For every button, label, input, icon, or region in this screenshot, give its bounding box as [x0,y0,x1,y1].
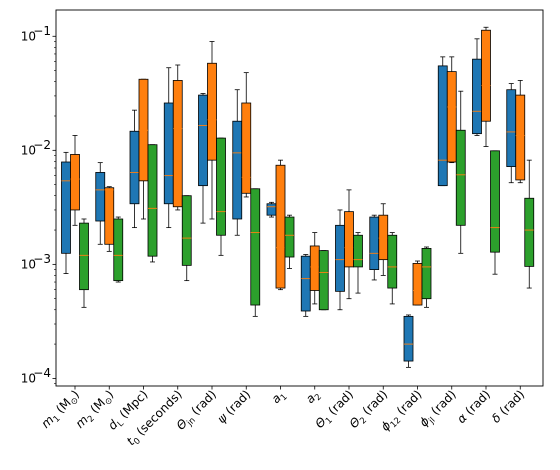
box-body [113,218,124,282]
y-tick-exponent: −2 [33,138,51,152]
y-tick-exponent: −3 [33,252,51,266]
box-body [318,250,329,311]
box-2-cat-5 [207,41,217,220]
box-3-cat-11 [421,246,432,308]
box-body [79,222,89,291]
box-body [446,71,457,163]
box-body [524,197,535,267]
box-3-cat-8 [318,250,329,311]
box-body [421,248,432,300]
box-body [232,120,243,220]
box-body [412,262,423,306]
box-body [147,144,158,257]
box-body [163,102,174,205]
box-2-cat-4 [172,64,183,211]
box-2-cat-12 [446,56,457,164]
box-body [506,89,517,167]
box-body [250,188,261,306]
box-body [387,234,398,289]
box-body [455,129,466,226]
box-body [172,80,183,208]
box-3-cat-1 [79,218,89,308]
box-series-group [61,26,535,368]
box-body [70,154,80,211]
y-tick-label: 10 [21,371,36,385]
box-body [437,65,448,187]
y-tick-label: 10 [21,257,36,271]
box-body [300,255,311,312]
box-body [275,164,286,289]
box-2-cat-14 [515,80,526,184]
box-2-cat-2 [104,186,115,252]
box-2-cat-13 [481,26,491,147]
box-body [472,58,482,135]
y-tick-label: 10 [21,143,36,157]
box-3-cat-5 [216,137,226,256]
box-1-cat-12 [437,56,448,187]
y-tick-exponent: −1 [33,24,51,38]
box-body [490,150,500,253]
box-body [198,94,208,187]
box-body [378,214,389,261]
box-body [369,216,380,270]
box-2-cat-11 [412,260,423,306]
box-2-cat-3 [138,78,149,220]
box-3-cat-3 [147,144,158,263]
box-body [207,62,217,161]
x-category-label: m1 (M⊙) [38,387,84,433]
box-body [353,234,363,268]
box-1-cat-7 [266,201,277,218]
box-body [403,315,414,362]
box-body [95,172,106,222]
box-body [181,195,192,266]
box-body [335,224,345,292]
box-2-cat-7 [275,159,286,291]
box-2-cat-6 [241,72,252,198]
box-1-cat-11 [403,314,414,368]
box-1-cat-8 [300,254,311,317]
box-3-cat-14 [524,159,535,289]
box-body [216,137,226,236]
plot-frame [55,9,544,387]
box-body [515,94,526,181]
box-3-cat-7 [284,214,295,269]
box-body [309,245,320,291]
box-3-cat-2 [113,216,124,283]
box-body [481,29,491,122]
box-3-cat-12 [455,90,466,254]
box-body [61,161,71,254]
box-3-cat-4 [181,195,192,282]
box-body [344,211,354,268]
box-body [104,187,115,245]
box-3-cat-13 [490,150,500,275]
box-2-cat-1 [70,135,80,226]
box-body [129,130,140,205]
box-body [266,203,277,216]
box-3-cat-6 [250,188,261,317]
box-body [284,216,295,258]
box-3-cat-10 [387,232,398,305]
y-tick-label: 10 [21,29,36,43]
y-tick-exponent: −4 [33,366,51,380]
box-3-cat-9 [353,232,363,294]
box-body [241,102,252,194]
